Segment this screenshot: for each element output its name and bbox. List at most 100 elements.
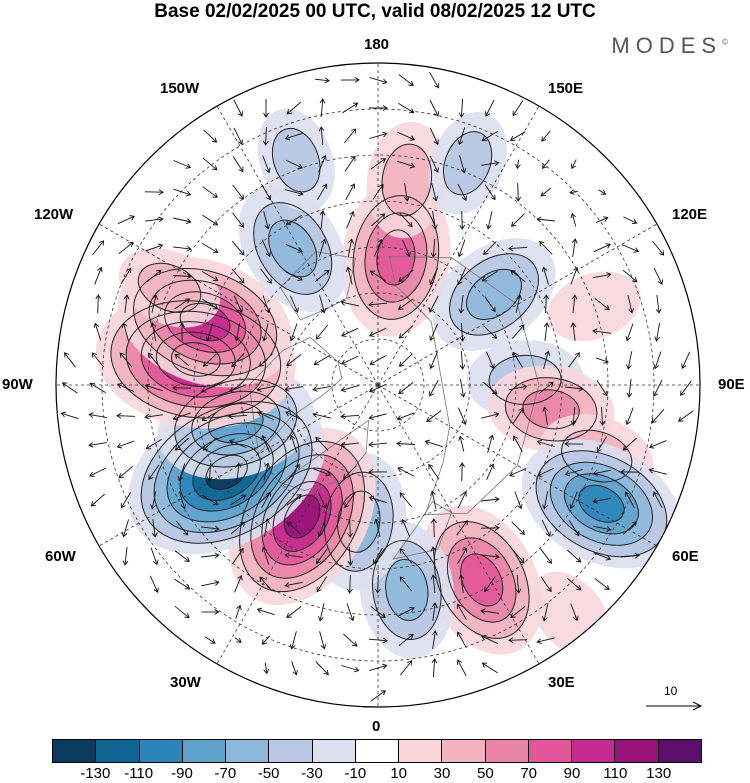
wind-arrow bbox=[654, 351, 662, 369]
wind-arrow bbox=[543, 603, 549, 621]
wind-arrow-head bbox=[408, 80, 414, 87]
wind-arrow bbox=[291, 631, 297, 649]
wind-arrow-head bbox=[369, 387, 375, 393]
wind-arrow-head bbox=[546, 558, 552, 564]
lon-label-0: 0 bbox=[372, 718, 381, 735]
wind-arrow-head bbox=[508, 637, 514, 643]
wind-arrow bbox=[593, 525, 611, 531]
wind-arrow-head bbox=[426, 416, 432, 423]
wind-arrow-head bbox=[398, 361, 405, 367]
wind-arrow bbox=[145, 218, 163, 222]
wind-arrow-head bbox=[548, 381, 554, 387]
wind-arrow bbox=[92, 352, 104, 368]
wind-arrow-head bbox=[398, 304, 404, 310]
wind-arrow bbox=[124, 547, 128, 565]
wind-arrow-head bbox=[324, 77, 330, 84]
wind-arrow-head bbox=[633, 247, 640, 253]
wind-arrow bbox=[370, 690, 386, 702]
contour-line bbox=[133, 267, 278, 377]
wind-arrow bbox=[399, 492, 413, 508]
wind-arrow bbox=[595, 357, 609, 363]
lon-label-120w: 120W bbox=[34, 206, 74, 223]
wind-arrow-head bbox=[396, 415, 403, 421]
contour-line bbox=[155, 331, 236, 388]
wind-arrow-head bbox=[480, 608, 486, 615]
wind-arrow-head bbox=[459, 364, 466, 370]
wind-arrow-head bbox=[263, 112, 269, 118]
wind-arrow bbox=[150, 547, 158, 565]
wind-arrow bbox=[343, 465, 357, 479]
wind-arrow-head bbox=[202, 361, 209, 367]
wind-arrow-head bbox=[321, 503, 327, 509]
brand-mark: © bbox=[722, 37, 728, 47]
wind-arrow bbox=[340, 414, 360, 418]
colorbar-cell bbox=[528, 740, 573, 762]
wind-arrow bbox=[264, 662, 268, 674]
wind-arrow-head bbox=[381, 78, 388, 85]
wind-arrow bbox=[568, 352, 580, 368]
wind-arrow-head bbox=[539, 240, 545, 247]
wind-arrow bbox=[61, 412, 79, 420]
wind-arrow-head bbox=[540, 191, 546, 197]
wind-arrow-head bbox=[486, 224, 492, 230]
wind-arrow bbox=[627, 295, 633, 313]
wind-arrow-head bbox=[481, 136, 488, 142]
wind-arrow-head bbox=[492, 389, 498, 395]
wind-arrow-head bbox=[489, 463, 495, 470]
wind-arrow-head bbox=[651, 417, 657, 424]
wind-arrow bbox=[318, 155, 326, 173]
wind-arrow bbox=[289, 295, 299, 313]
wind-arrow bbox=[399, 325, 413, 339]
wind-arrow-head bbox=[184, 298, 191, 304]
wind-arrow-head bbox=[456, 603, 462, 609]
wind-arrow bbox=[285, 581, 303, 587]
colorbar-tick-label: -50 bbox=[257, 765, 280, 782]
wind-arrow bbox=[373, 547, 383, 565]
wind-arrow bbox=[398, 634, 414, 646]
wind-arrow-head bbox=[494, 411, 500, 418]
wind-arrow-head bbox=[212, 304, 219, 310]
contour-line bbox=[446, 537, 517, 623]
wind-arrow bbox=[511, 213, 525, 227]
wind-arrow bbox=[396, 443, 416, 445]
wind-arrow-head bbox=[286, 109, 292, 115]
wind-arrow bbox=[319, 631, 325, 649]
wind-arrow-head bbox=[399, 576, 405, 582]
wind-arrow bbox=[482, 381, 498, 395]
wind-arrow-head bbox=[316, 558, 322, 564]
wind-arrow bbox=[117, 383, 135, 393]
wind-arrow-head bbox=[369, 270, 376, 276]
wind-arrow bbox=[512, 100, 524, 116]
wind-arrow bbox=[315, 661, 329, 675]
wind-arrow bbox=[232, 548, 244, 564]
wind-arrow bbox=[570, 491, 578, 509]
wind-arrow bbox=[537, 637, 555, 643]
wind-arrow bbox=[540, 576, 552, 592]
contour-line bbox=[208, 403, 264, 444]
wind-arrow bbox=[541, 130, 551, 142]
wind-arrow-head bbox=[284, 582, 290, 588]
wind-arrow-head bbox=[681, 363, 687, 369]
wind-arrow bbox=[594, 578, 610, 590]
wind-arrow bbox=[120, 492, 132, 508]
wind-arrow bbox=[509, 467, 527, 477]
wind-arrow-head bbox=[239, 278, 245, 284]
wind-arrow bbox=[404, 183, 408, 201]
wind-arrow bbox=[402, 519, 410, 537]
wind-arrow-head bbox=[237, 139, 243, 145]
wind-arrow-head bbox=[494, 525, 500, 531]
wind-arrow bbox=[92, 240, 104, 256]
colorbar-cell bbox=[658, 740, 701, 762]
wind-arrow bbox=[345, 183, 355, 201]
wind-arrow-head bbox=[592, 470, 598, 476]
wind-arrow bbox=[431, 183, 437, 201]
lon-label-120e: 120E bbox=[672, 206, 708, 223]
wind-arrow bbox=[655, 323, 661, 341]
wind-arrow bbox=[174, 437, 190, 451]
wind-arrow-head bbox=[129, 215, 135, 221]
wind-arrow-head bbox=[228, 413, 234, 420]
wind-arrow bbox=[259, 353, 273, 367]
wind-arrow bbox=[459, 436, 465, 452]
wind-arrow-head bbox=[398, 277, 404, 283]
wind-arrow-head bbox=[322, 183, 328, 190]
